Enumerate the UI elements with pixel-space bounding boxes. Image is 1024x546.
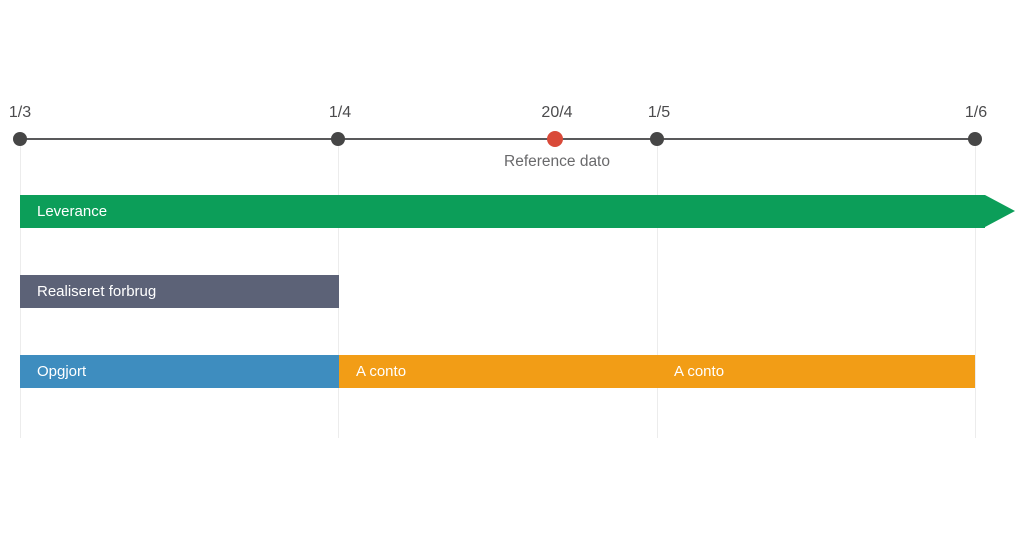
tick-label-20-4: 20/4 (541, 104, 573, 121)
bar-opgjort-label: Opgjort (37, 363, 87, 380)
gridline-1-5 (657, 139, 658, 438)
tick-label-1-3: 1/3 (8, 104, 32, 121)
bar-leverance-label: Leverance (37, 203, 108, 220)
reference-date-annotation: Reference dato (504, 153, 610, 170)
tick-dot-1-4 (331, 132, 345, 146)
tick-dot-1-6 (968, 132, 982, 146)
tick-label-1-4: 1/4 (328, 104, 352, 121)
bar-a-conto-1-label: A conto (356, 363, 407, 380)
reference-date-dot (547, 131, 563, 147)
tick-dot-1-3 (13, 132, 27, 146)
bar-leverance: Leverance (20, 195, 1015, 228)
bar-realiseret-forbrug: Realiseret forbrug (20, 275, 339, 308)
arrow-right-icon (985, 195, 1015, 227)
bar-a-conto-2-label: A conto (674, 363, 725, 380)
gridline-1-6 (975, 139, 976, 438)
bar-realiseret-forbrug-label: Realiseret forbrug (37, 283, 157, 300)
tick-label-1-5: 1/5 (647, 104, 671, 121)
tick-label-1-6: 1/6 (964, 104, 988, 121)
bar-a-conto-2: A conto (657, 355, 975, 388)
bar-a-conto-1: A conto (339, 355, 657, 388)
tick-dot-1-5 (650, 132, 664, 146)
bar-opgjort: Opgjort (20, 355, 339, 388)
timeline-axis-line (20, 138, 975, 140)
